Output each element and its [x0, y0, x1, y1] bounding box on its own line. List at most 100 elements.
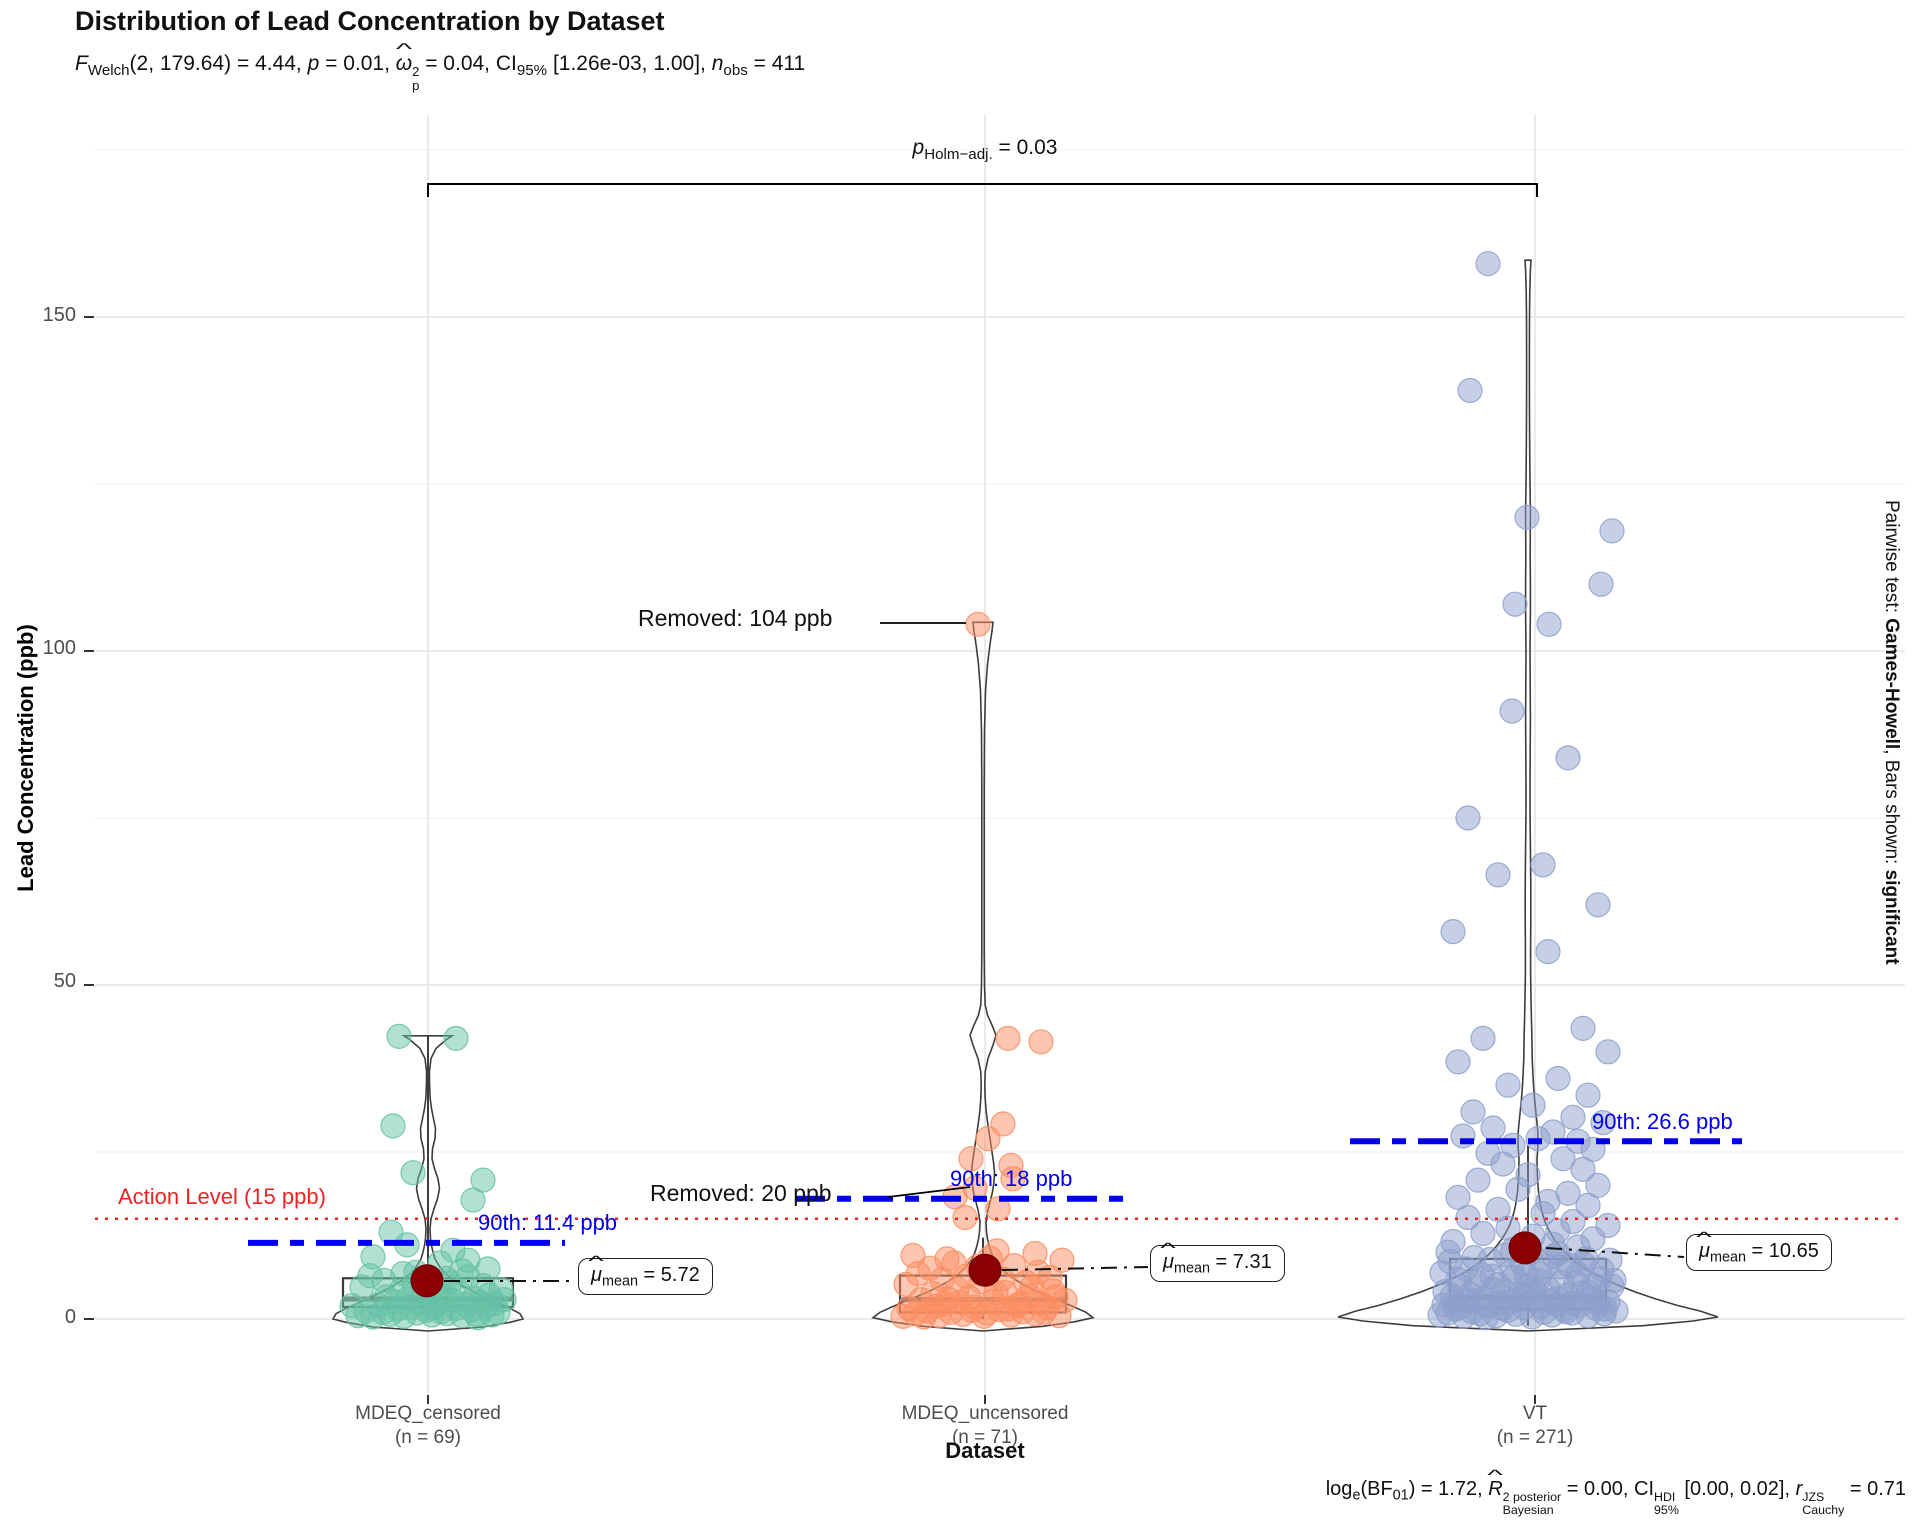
data-point [952, 1204, 978, 1231]
data-point [1470, 1025, 1496, 1052]
mean-connector [1001, 1266, 1149, 1271]
data-point [386, 1023, 412, 1050]
data-point [1570, 1156, 1596, 1183]
x-axis-title: Dataset [945, 1438, 1025, 1463]
x-label-mdeq-censored: MDEQ_censored (n = 69) [355, 1403, 501, 1448]
p90-label-mdeq-censored: 90th: 11.4 ppb [478, 1210, 618, 1235]
data-point [1470, 1220, 1496, 1247]
p90-label-mdeq-uncensored: 90th: 18 ppb [950, 1166, 1073, 1191]
data-point [1575, 1082, 1601, 1108]
data-point [1535, 938, 1561, 965]
data-point [491, 1286, 517, 1313]
removed-pointer-line [887, 1186, 971, 1198]
data-point [1575, 1192, 1601, 1219]
data-point [1455, 805, 1481, 831]
data-point [443, 1025, 469, 1052]
bayes-caption: loge(BF01) = 1.72, ^ R 2 posterior Bayesian… [1325, 1467, 1906, 1517]
data-point [1000, 1166, 1026, 1192]
data-point [1485, 862, 1511, 888]
holm-pvalue-label: pHolm−adj. = 0.03 [912, 136, 1058, 163]
y-tick-label-0: 0 [64, 1306, 76, 1328]
data-point [1545, 1065, 1571, 1092]
data-point [1553, 1299, 1579, 1325]
data-point [1028, 1029, 1054, 1055]
omega-hat: ^ ω [395, 40, 413, 75]
data-point [1550, 1146, 1576, 1172]
mean-callout-mdeq-uncensored: ^ μmean = 7.31 [1150, 1240, 1285, 1282]
data-point [1545, 1240, 1571, 1267]
data-point [1455, 1204, 1481, 1231]
data-point [1445, 1049, 1471, 1075]
data-point [971, 1303, 997, 1329]
data-point [985, 1196, 1011, 1222]
data-point [1555, 745, 1581, 771]
removed-20-label: Removed: 20 ppb [650, 1180, 832, 1206]
data-point [1019, 1274, 1045, 1300]
data-point [475, 1256, 501, 1282]
data-point [400, 1160, 426, 1186]
data-point [1514, 504, 1540, 531]
data-point [934, 1246, 960, 1272]
pairwise-test-caption: Pairwise test: Games-Howell, Bars shown:… [1881, 500, 1902, 965]
data-point [1495, 1072, 1521, 1098]
data-point [1043, 1284, 1069, 1310]
data-point [975, 1125, 1001, 1152]
data-point [1049, 1247, 1075, 1273]
significance-bracket [427, 183, 1538, 197]
mean-dot [1508, 1231, 1542, 1265]
data-point [1560, 1104, 1586, 1130]
data-point [1599, 518, 1625, 544]
mean-dot [410, 1264, 444, 1298]
p90-label-vt: 90th: 26.6 ppb [1592, 1109, 1733, 1134]
violin-outline [331, 1035, 525, 1332]
data-point [465, 1305, 491, 1331]
data-point [900, 1242, 926, 1269]
data-point [1499, 698, 1525, 724]
stats-subtitle: FWelch(2, 179.64) = 4.44, p = 0.01, ^ ω 2 p… [75, 40, 806, 93]
data-point [1445, 1184, 1471, 1211]
data-point [1480, 1115, 1506, 1141]
action-level-label: Action Level (15 ppb) [118, 1184, 326, 1209]
data-point [995, 1025, 1021, 1052]
data-point [1590, 1109, 1616, 1136]
violin-outline [1337, 259, 1719, 1332]
y-tick-label-100: 100 [42, 637, 76, 659]
data-point [1505, 1176, 1531, 1203]
data-point [958, 1146, 984, 1172]
y-axis-title: Lead Concentration (ppb) [13, 624, 38, 892]
data-point [1460, 1099, 1486, 1125]
data-point [470, 1167, 496, 1193]
y-tick-label-150: 150 [42, 304, 76, 326]
data-point [1513, 1262, 1539, 1288]
data-point [1585, 1172, 1611, 1199]
data-point [1570, 1015, 1596, 1042]
data-point [380, 1113, 406, 1139]
data-point [1490, 1151, 1516, 1177]
data-point [1441, 1290, 1467, 1317]
data-point [1595, 1039, 1621, 1065]
data-point [1502, 591, 1528, 617]
data-point [965, 611, 991, 637]
data-point [1022, 1240, 1048, 1267]
removed-104-label: Removed: 104 ppb [638, 605, 833, 631]
x-label-vt: VT (n = 271) [1496, 1403, 1574, 1448]
violin-outline [871, 621, 1095, 1332]
data-point [1588, 571, 1614, 597]
mean-callout-vt: ^ μmean = 10.65 [1686, 1229, 1832, 1271]
chart-title: Distribution of Lead Concentration by Da… [75, 6, 665, 36]
data-point [1530, 852, 1556, 878]
y-tick-label-50: 50 [53, 970, 76, 992]
data-point [1475, 251, 1501, 277]
data-point [1585, 892, 1611, 918]
r2-hat: ^ R [1487, 1467, 1504, 1500]
data-point [1585, 1290, 1611, 1316]
data-point [1465, 1167, 1491, 1193]
data-point [1601, 1267, 1627, 1293]
data-point [1520, 1092, 1546, 1118]
data-point [420, 1294, 446, 1321]
data-point [1457, 377, 1483, 404]
data-point [460, 1187, 486, 1213]
data-point [1536, 611, 1562, 637]
